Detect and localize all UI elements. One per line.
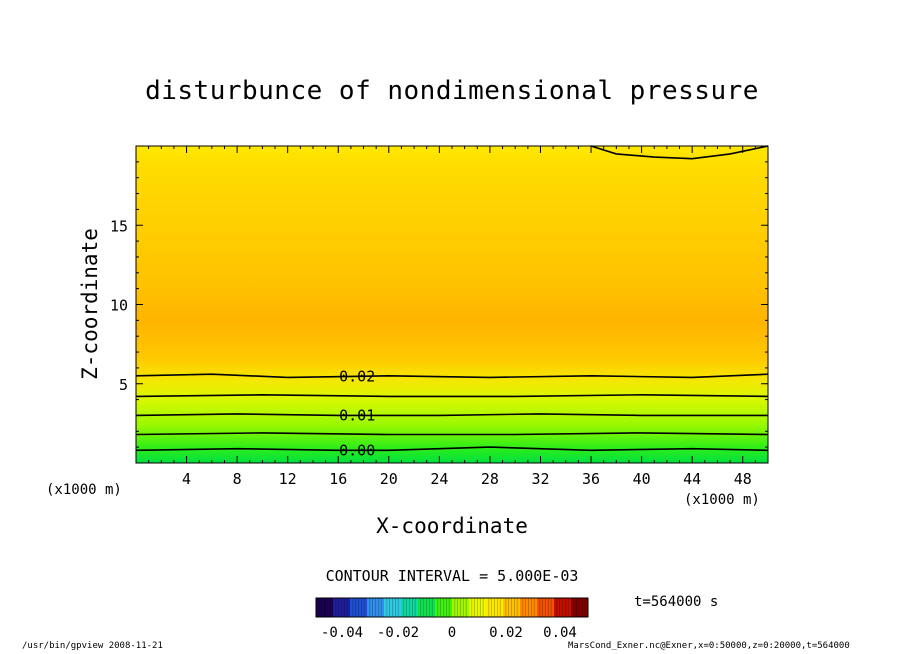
contour-label: 0.00 bbox=[339, 441, 375, 459]
footer-right: MarsCond_Exner.nc@Exner,x=0:50000,z=0:20… bbox=[568, 641, 850, 651]
chart-title: disturbunce of nondimensional pressure bbox=[145, 76, 759, 106]
colorbar-segment bbox=[503, 598, 521, 617]
colorbar-segment bbox=[520, 598, 538, 617]
colorbar-frame bbox=[315, 597, 589, 618]
colorbar-segment bbox=[418, 598, 436, 617]
contour-line-0 bbox=[135, 446, 769, 452]
colorbar-segment bbox=[350, 598, 368, 617]
contour-line-3 bbox=[135, 393, 769, 398]
x-unit-right: (x1000 m) bbox=[684, 492, 760, 508]
colorbar-segment bbox=[316, 598, 334, 617]
x-tick-label: 16 bbox=[329, 470, 347, 488]
x-tick-label: 20 bbox=[380, 470, 398, 488]
colorbar-segment bbox=[401, 598, 419, 617]
colorbar-segment bbox=[486, 598, 504, 617]
y-tick-label: 10 bbox=[110, 297, 128, 315]
x-tick-label: 40 bbox=[633, 470, 651, 488]
colorbar-segment bbox=[554, 598, 572, 617]
colorbar-segment bbox=[435, 598, 453, 617]
colorbar-tick-label: 0.02 bbox=[489, 625, 523, 641]
x-tick-label: 4 bbox=[182, 470, 191, 488]
colorbar-tick-label: -0.04 bbox=[321, 625, 363, 641]
colorbar: -0.04 -0.02 0 0.02 0.04 bbox=[315, 597, 589, 641]
colorbar-segment bbox=[333, 598, 351, 617]
colorbar-tick-label: -0.02 bbox=[377, 625, 419, 641]
contour-line-2 bbox=[135, 413, 768, 417]
contour-line-4 bbox=[135, 373, 769, 379]
colorbar-tick-label: 0.04 bbox=[543, 625, 577, 641]
y-tick-label: 5 bbox=[119, 376, 128, 394]
colorbar-tick-label: 0 bbox=[448, 625, 456, 641]
colorbar-segment bbox=[537, 598, 555, 617]
x-tick-label: 12 bbox=[279, 470, 297, 488]
contour-line-5 bbox=[590, 145, 769, 160]
footer-left: /usr/bin/gpview 2008-11-21 bbox=[22, 641, 163, 651]
colorbar-segment bbox=[384, 598, 402, 617]
time-label: t=564000 s bbox=[634, 594, 719, 610]
field-background bbox=[136, 146, 768, 463]
x-tick-label: 24 bbox=[430, 470, 448, 488]
colorbar-segment bbox=[571, 598, 589, 617]
colorbar-segment bbox=[452, 598, 470, 617]
x-unit-left: (x1000 m) bbox=[46, 482, 122, 498]
y-axis-label: Z-coordinate bbox=[78, 228, 102, 380]
contour-label: 0.02 bbox=[339, 367, 375, 385]
field-fill bbox=[136, 146, 768, 463]
colorbar-segment bbox=[367, 598, 385, 617]
contour-label: 0.01 bbox=[339, 406, 375, 424]
x-tick-label: 32 bbox=[531, 470, 549, 488]
x-axis-label: X-coordinate bbox=[376, 514, 528, 538]
x-tick-label: 48 bbox=[734, 470, 752, 488]
contour-line-1 bbox=[135, 432, 769, 436]
x-tick-label: 44 bbox=[683, 470, 701, 488]
colorbar-segment bbox=[469, 598, 487, 617]
x-tick-label: 8 bbox=[233, 470, 242, 488]
y-tick-label: 15 bbox=[110, 217, 128, 235]
x-tick-label: 28 bbox=[481, 470, 499, 488]
contour-interval: CONTOUR INTERVAL = 5.000E-03 bbox=[325, 567, 579, 585]
contour-lines: 0.02 0.01 0.00 bbox=[135, 145, 769, 459]
x-tick-label: 36 bbox=[582, 470, 600, 488]
